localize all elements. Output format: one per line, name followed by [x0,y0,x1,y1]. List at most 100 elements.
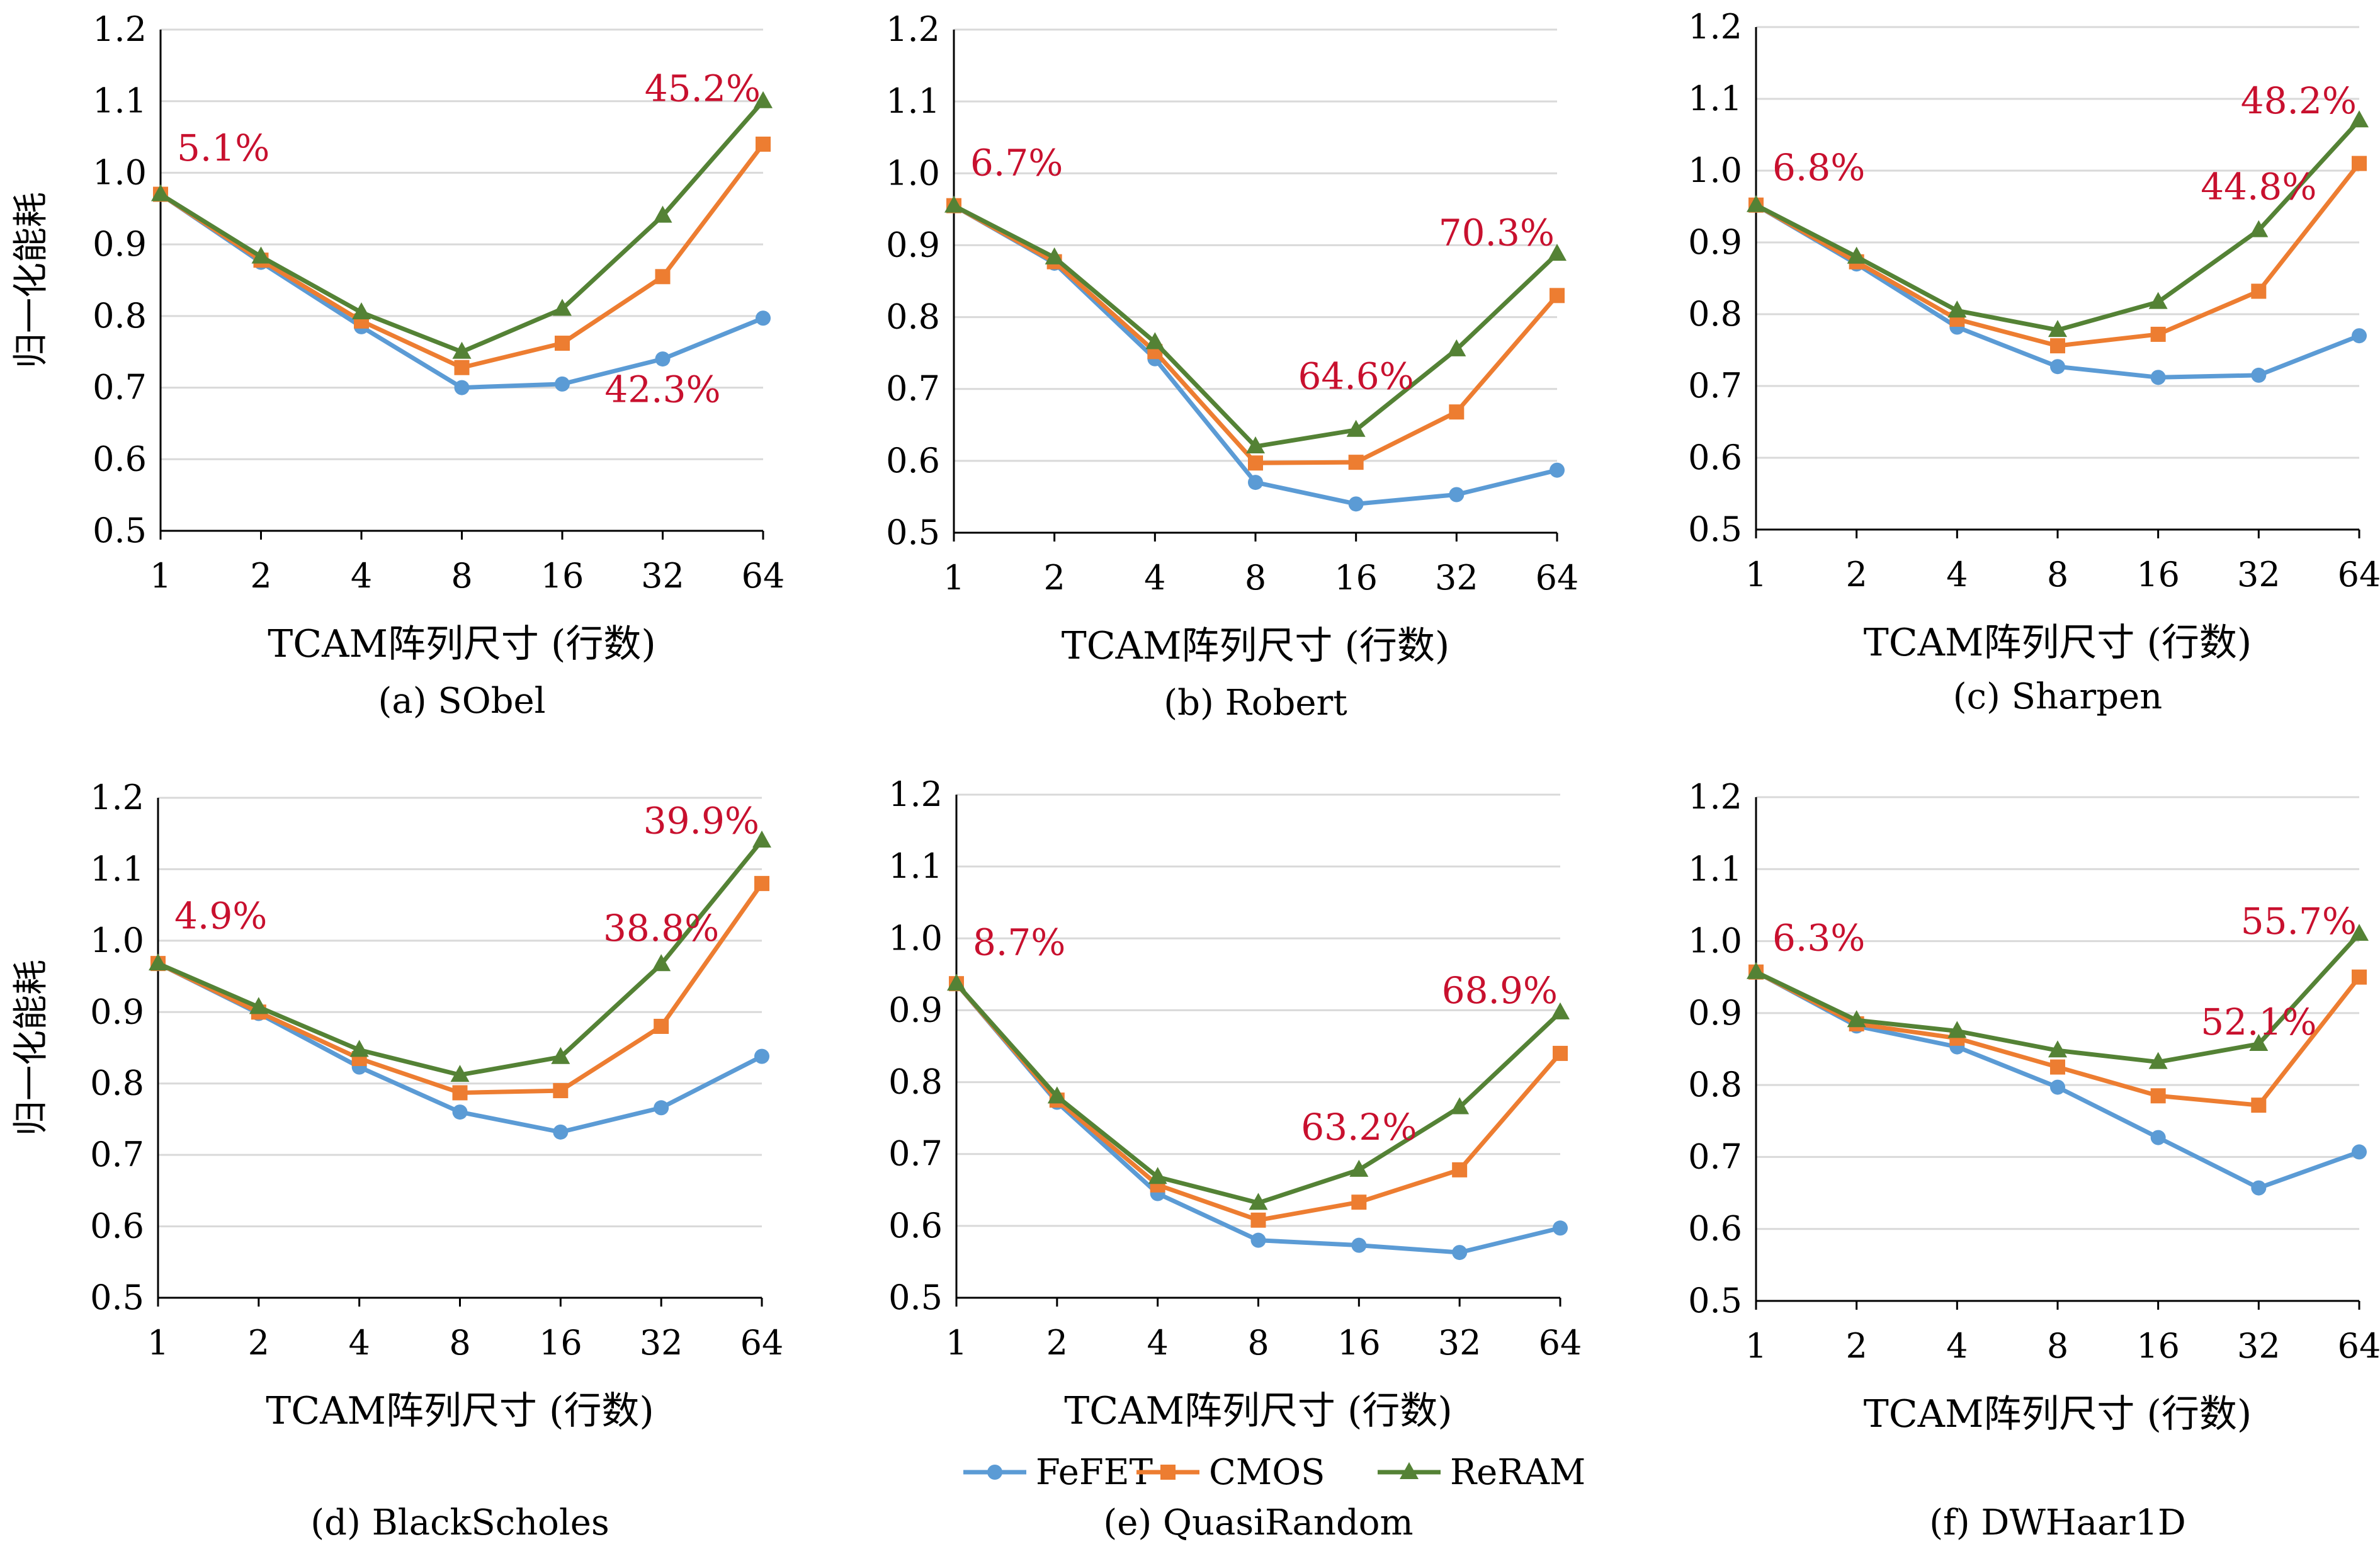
data-point [1550,462,1565,478]
annotation-label: 44.8% [2201,166,2316,208]
chart-panel-5: 0.5 0.6 0.7 0.8 0.9 1.0 1.1 1.2 1 2 4 8 16 32 64 TCAM阵列… [888,774,1582,1543]
y-tick-label: 0.9 [1688,993,1742,1033]
y-tick-label: 0.9 [90,992,144,1031]
y-tick-label: 0.8 [888,1062,943,1102]
legend-swatch-marker [1160,1465,1176,1480]
data-point [754,91,773,108]
x-tick-label: 8 [449,1323,470,1363]
legend-swatch-marker [1400,1462,1419,1479]
chart-panel-2: 0.5 0.6 0.7 0.8 0.9 1.0 1.1 1.2 1 2 4 8 16 32 64 TCAM阵列… [886,9,1578,723]
data-point [1248,455,1263,471]
y-tick-label: 0.7 [90,1135,144,1174]
annotation-label: 64.6% [1298,355,1414,398]
y-tick-label: 1.2 [90,778,144,817]
y-tick-label: 0.7 [1688,1137,1742,1176]
y-tick-label: 1.1 [90,849,144,888]
y-tick-label: 1.2 [1688,7,1742,47]
data-point [1553,1220,1568,1236]
data-point [1551,1002,1570,1019]
data-point [1747,962,1765,979]
y-tick-label: 0.8 [93,296,147,336]
data-point [149,953,167,971]
data-point [1450,1097,1470,1115]
data-point [655,269,671,285]
y-tick-label: 0.6 [1688,1209,1742,1249]
x-tick-label: 4 [1147,1323,1168,1363]
x-tick-label: 2 [1046,1323,1068,1363]
x-tick-label: 2 [1845,1326,1867,1366]
data-point [249,997,268,1014]
series-fefet [150,956,769,1140]
data-point [1348,496,1364,512]
annotation-label: 70.3% [1439,211,1555,254]
data-point [1449,404,1465,420]
data-point [1747,195,1765,212]
legend-item-reram: ReRAM [1378,1452,1585,1493]
chart-panel-1: 0.5 0.6 0.7 0.8 0.9 1.0 1.1 1.2 1 2 4 8 16 32 64 TCAM阵列… [11,9,785,722]
data-point [452,1104,468,1120]
x-tick-label: 8 [2047,1326,2068,1366]
y-tick-label: 0.9 [886,225,940,264]
data-point [653,205,672,223]
legend-label: FeFET [1036,1452,1153,1493]
y-tick-label: 1.1 [886,81,940,121]
y-tick-label: 0.5 [886,513,940,552]
data-point [555,336,570,351]
y-axis-label: 归一化能耗 [11,960,52,1136]
y-tick-label: 0.6 [90,1206,144,1246]
data-point [553,1083,569,1099]
data-point [2050,1079,2065,1095]
data-point [454,380,470,395]
data-point [151,184,170,201]
y-tick-label: 0.8 [90,1064,144,1103]
data-point [2352,1144,2367,1160]
x-tick-label: 8 [1245,558,1266,598]
legend-item-cmos: CMOS [1136,1452,1325,1493]
series-line [159,142,765,370]
x-axis-label: TCAM阵列尺寸 (行数) [266,1389,654,1433]
data-point [2249,1034,2269,1051]
x-tick-label: 4 [348,1323,370,1363]
data-point [553,298,572,316]
series-cmos [949,976,1568,1228]
x-tick-label: 4 [1144,558,1165,598]
series-reram [149,831,771,1082]
data-point [1346,419,1366,437]
x-tick-label: 32 [1438,1323,1482,1363]
y-tick-label: 0.9 [93,224,147,264]
data-point [654,1100,669,1116]
data-point [754,876,769,892]
x-tick-label: 2 [248,1323,269,1363]
x-tick-label: 32 [2237,555,2281,594]
data-point [2150,326,2166,342]
legend-swatch-marker [987,1465,1002,1480]
data-point [1250,1212,1266,1228]
x-tick-label: 32 [641,556,684,596]
y-tick-label: 0.5 [1688,509,1742,549]
data-point [2148,292,2168,309]
annotation-label: 6.7% [970,142,1063,184]
chart-panel-3: 0.5 0.6 0.7 0.8 0.9 1.0 1.1 1.2 1 2 4 8 16 32 64 TCAM阵列… [1688,7,2380,717]
y-tick-label: 0.5 [90,1278,144,1317]
data-point [1250,1232,1266,1248]
data-point [1349,1159,1369,1177]
x-tick-label: 64 [2338,1326,2380,1366]
y-tick-label: 1.1 [1688,79,1742,118]
annotation-label: 39.9% [643,800,759,843]
data-point [1249,1193,1268,1210]
y-tick-label: 1.0 [1688,150,1742,190]
series-reram [1747,924,2369,1069]
series-line [157,839,764,1077]
annotation-label: 8.7% [973,921,1065,964]
data-point [352,302,371,320]
data-point [2352,328,2367,344]
y-tick-label: 1.2 [886,9,940,49]
y-tick-label: 1.1 [888,846,943,886]
data-point [2350,924,2369,941]
y-tick-label: 0.7 [1688,366,1742,406]
y-tick-label: 0.5 [93,511,147,550]
y-tick-label: 1.0 [1688,921,1742,961]
data-point [2150,1088,2166,1104]
data-point [450,1065,470,1082]
y-tick-label: 0.6 [1688,438,1742,477]
